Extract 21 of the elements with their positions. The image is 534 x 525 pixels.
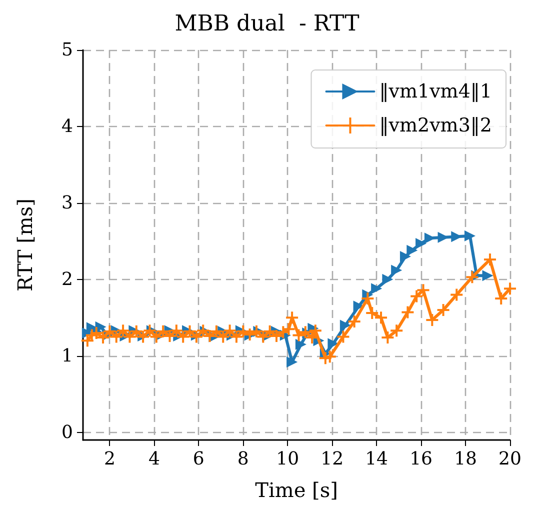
x-tick-label: 10 [276,448,300,470]
x-tick-label: 4 [148,448,160,470]
y-tick-label: 4 [62,116,73,137]
y-axis-title: RTT [ms] [13,198,37,292]
y-tick-label: 3 [62,192,73,214]
x-tick-label: 8 [237,448,249,470]
x-tick-label: 6 [192,448,204,470]
y-tick-label: 1 [62,345,73,366]
legend-label: ‖vm2vm3‖2 [379,114,492,136]
y-tick-label: 0 [62,422,73,443]
y-tick-label: 2 [62,268,73,290]
y-tick-label: 5 [62,40,73,60]
legend-label: ‖vm1vm4‖1 [379,80,492,102]
x-tick-label: 14 [365,448,388,470]
x-tick-label: 12 [320,448,344,470]
chart-title: MBB dual - RTT [174,12,360,36]
x-axis-title: Time [s] [255,478,338,502]
x-tick-label: 18 [454,448,477,470]
x-tick-label: 20 [498,448,522,470]
x-tick-label: 2 [104,448,116,470]
x-tick-label: 16 [410,448,432,470]
